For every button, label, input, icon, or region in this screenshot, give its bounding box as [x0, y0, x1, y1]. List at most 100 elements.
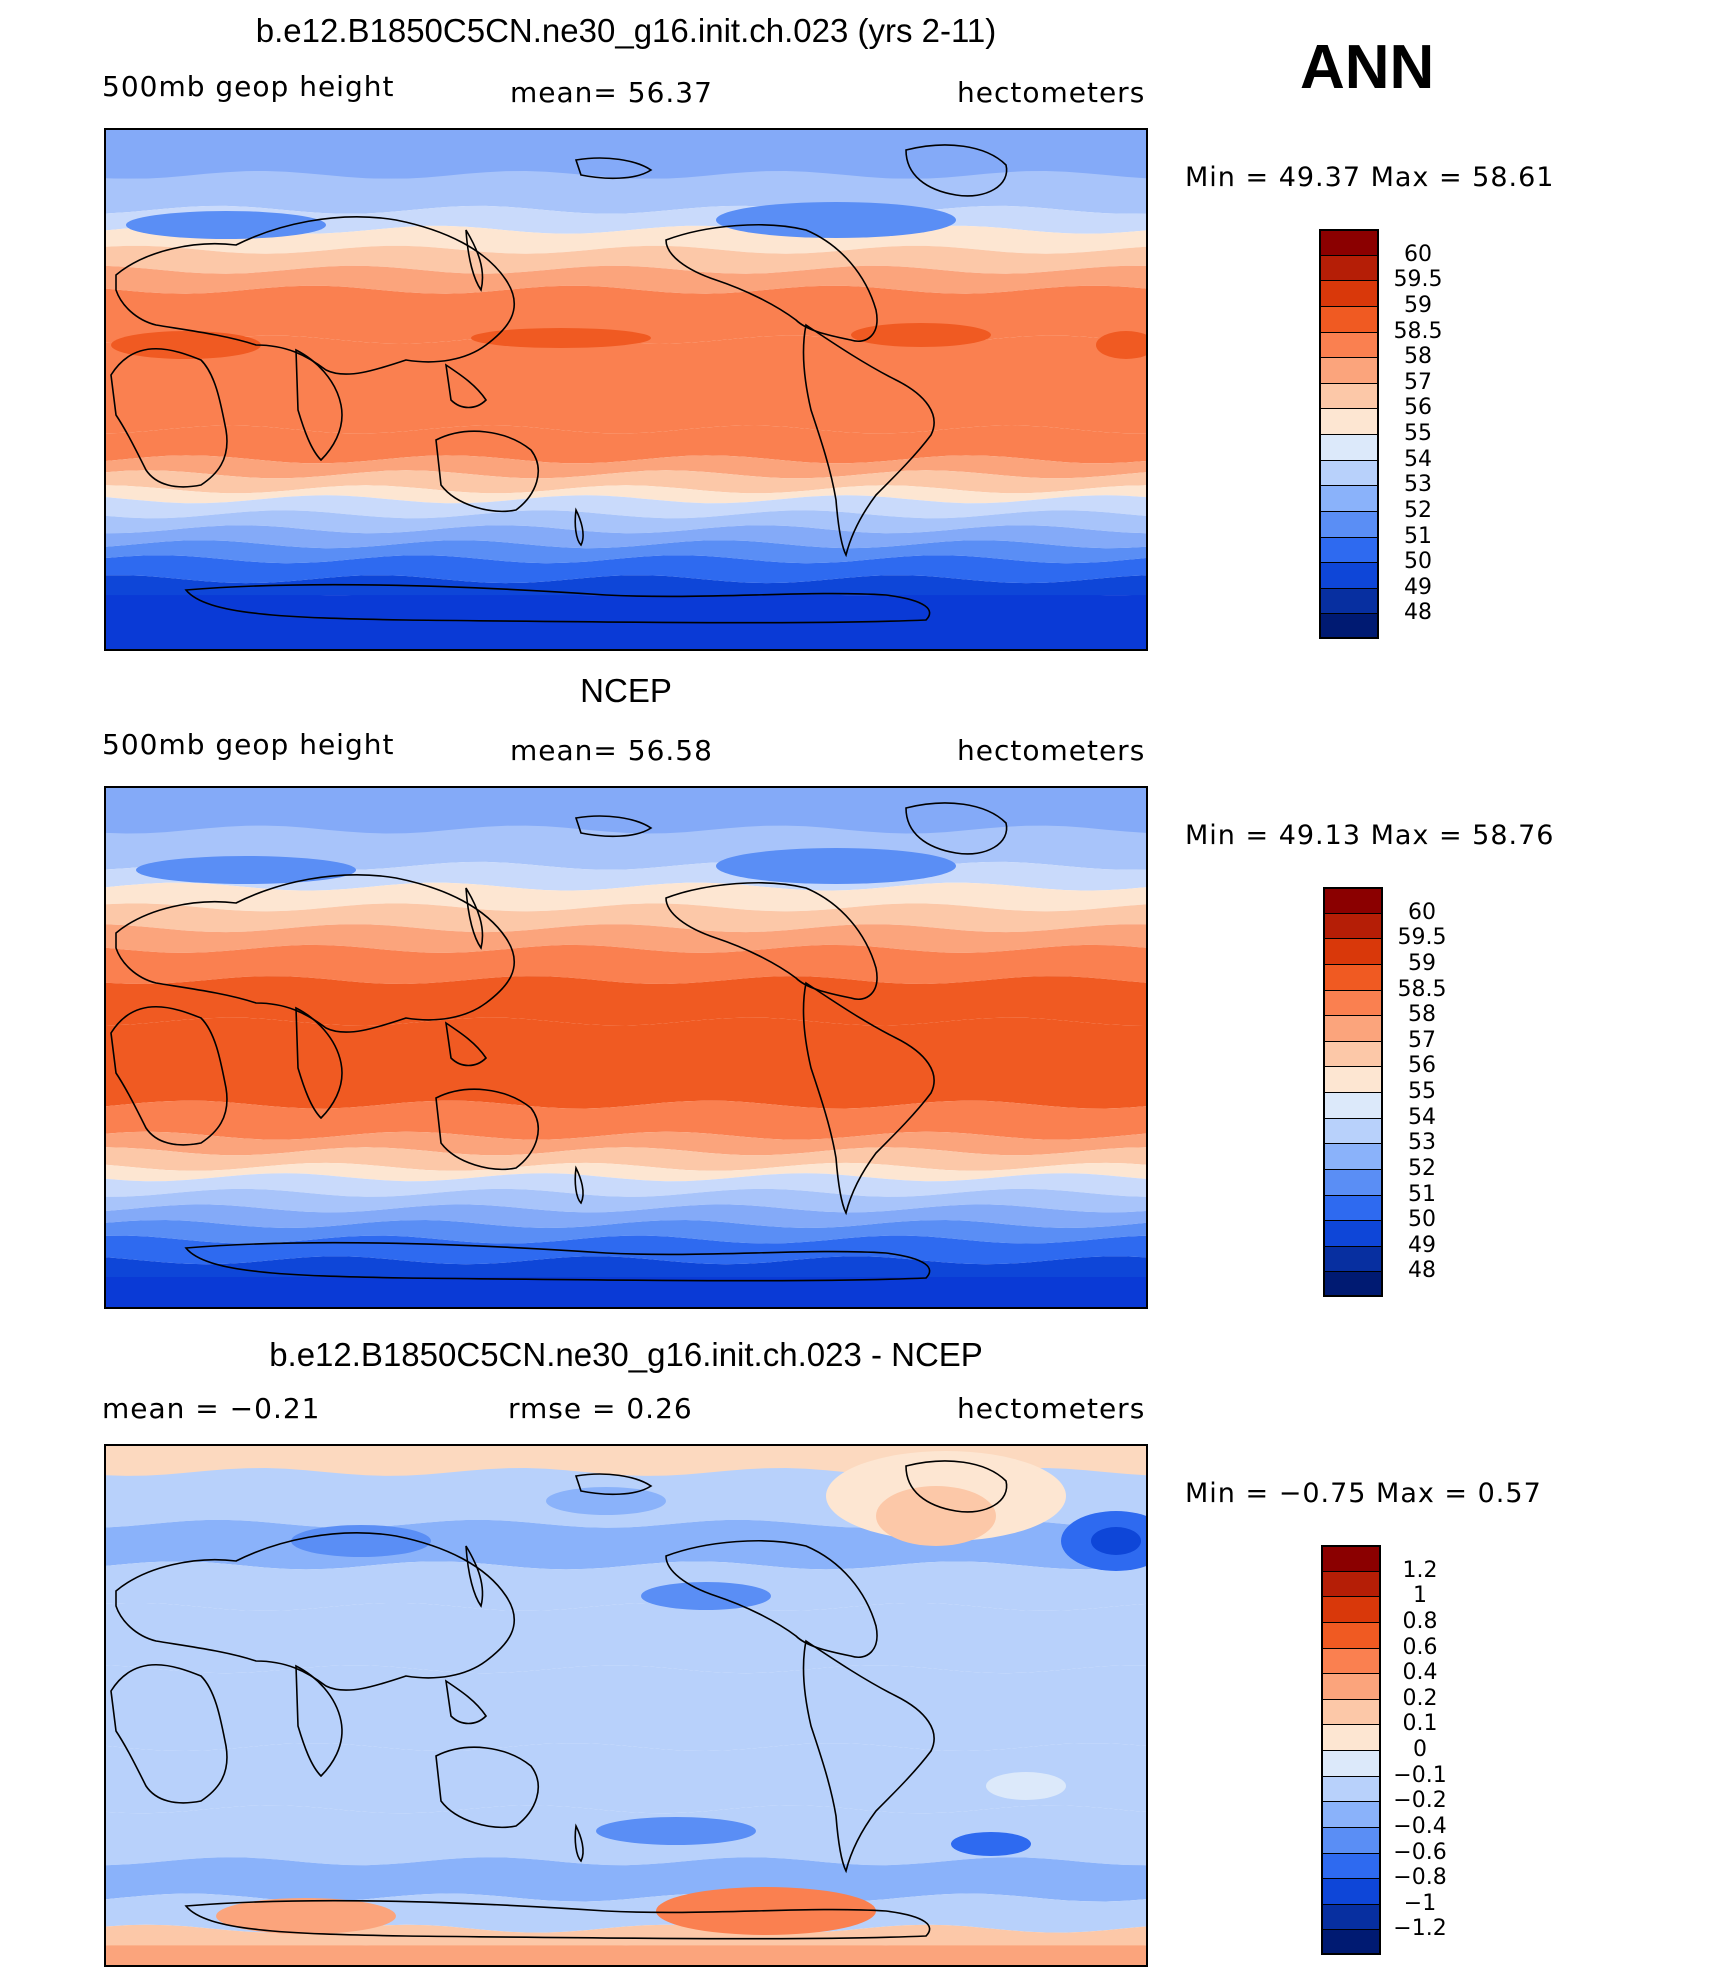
colorbar-segment: [1319, 510, 1379, 537]
panel-3-map: [104, 1444, 1148, 1967]
contour-band: [106, 1665, 1146, 1751]
contour-band: [106, 510, 1146, 534]
contour-band: [106, 861, 1146, 891]
coastline: [574, 1823, 584, 1863]
contour-band: [106, 540, 1146, 564]
colorbar-tick-label: 57: [1404, 369, 1432, 395]
colorbar-segment: [1319, 254, 1379, 281]
coastline: [574, 1165, 584, 1205]
colorbar-segment: [1321, 1698, 1381, 1725]
contour-band: [106, 495, 1146, 519]
coastline: [574, 815, 653, 838]
contour-band: [106, 1945, 1146, 1965]
contour-band: [106, 1561, 1146, 1611]
panel-2-units-label: hectometers: [957, 734, 1146, 767]
panel-1-colorbar: [1319, 229, 1379, 639]
coastline: [115, 1532, 516, 1691]
colorbar-segment: [1321, 1801, 1381, 1827]
contour-band: [106, 1220, 1146, 1244]
colorbar-segment: [1323, 963, 1383, 990]
panel-1-warm-cores: [111, 202, 1146, 359]
contour-band: [106, 1147, 1146, 1171]
coastline: [444, 363, 488, 409]
colorbar-tick-label: 0.2: [1402, 1685, 1438, 1711]
coastline: [574, 507, 584, 547]
panel-3-anomaly-blobs: [216, 1451, 1146, 1935]
colorbar-tick-label: 56: [1408, 1053, 1436, 1079]
panel-3-colorbar: [1321, 1545, 1381, 1955]
contour-band: [106, 1162, 1146, 1182]
coastline: [435, 1746, 540, 1829]
contour-band: [106, 1743, 1146, 1814]
coastline: [802, 323, 935, 558]
colorbar-tick-label: 59: [1404, 292, 1432, 318]
contour-band: [106, 575, 1146, 604]
panel-2-map: [104, 786, 1148, 1309]
contour-band: [106, 882, 1146, 912]
coastline: [802, 1639, 935, 1874]
coastline: [444, 1679, 488, 1725]
colorbar-segment: [1323, 1271, 1383, 1297]
colorbar-tick-label: −0.8: [1393, 1865, 1447, 1891]
panel-1-units-label: hectometers: [957, 76, 1146, 109]
colorbar-tick-label: 0: [1413, 1737, 1427, 1762]
colorbar-tick-label: 51: [1408, 1181, 1436, 1207]
colorbar-tick-label: 54: [1404, 446, 1432, 472]
colorbar-tick-label: −1: [1403, 1890, 1437, 1916]
panel-3-coastlines: [110, 1460, 1008, 1940]
colorbar-segment: [1319, 331, 1379, 358]
panel-1-variable-label: 500mb geop height: [102, 70, 395, 103]
panel-1-minmax: Min = 49.37 Max = 58.61: [1185, 162, 1555, 193]
contour-band: [106, 1173, 1146, 1197]
colorbar-segment: [1323, 1245, 1383, 1272]
contour-band: [106, 455, 1146, 479]
colorbar-tick-label: 52: [1408, 1155, 1436, 1181]
coastline: [435, 430, 540, 513]
coastline: [184, 1899, 931, 1940]
coastline: [465, 887, 484, 950]
contour-band: [106, 485, 1146, 504]
panel-2-contour-bands: [106, 788, 1146, 1307]
contour-band: [106, 245, 1146, 274]
colorbar-tick-label: 60: [1404, 241, 1432, 267]
panel-2-map-svg: [106, 788, 1146, 1307]
panel-1-mean-label: mean= 56.37: [510, 76, 713, 109]
colorbar-tick-label: 0.8: [1402, 1608, 1438, 1634]
colorbar-segment: [1323, 1220, 1383, 1246]
panel-3-units-label: hectometers: [957, 1392, 1146, 1425]
coastline: [665, 882, 878, 1000]
contour-band: [106, 425, 1146, 464]
colorbar-segment: [1321, 1878, 1381, 1904]
coastline: [444, 1021, 488, 1067]
panel-1-colorbar-frame: [1319, 229, 1379, 639]
colorbar-segment: [1323, 989, 1383, 1016]
colorbar-tick-label: 54: [1408, 1104, 1436, 1130]
colorbar-tick-label: 55: [1404, 421, 1432, 446]
colorbar-tick-label: −1.2: [1393, 1916, 1447, 1942]
coastline: [465, 229, 484, 292]
panel-2-minmax: Min = 49.13 Max = 58.76: [1185, 820, 1555, 851]
contour-band: [106, 1603, 1146, 1674]
colorbar-segment: [1319, 459, 1379, 486]
panel-1-coastlines: [110, 144, 1008, 624]
contour-band: [106, 470, 1146, 494]
colorbar-tick-label: 1.2: [1402, 1557, 1438, 1583]
colorbar-tick-label: −0.6: [1393, 1839, 1447, 1865]
colorbar-tick-label: 55: [1408, 1079, 1436, 1104]
colorbar-segment: [1319, 357, 1379, 383]
panel-1-map-svg: [106, 130, 1146, 649]
coastline: [435, 1088, 540, 1171]
colorbar-segment: [1321, 1750, 1381, 1776]
colorbar-tick-label: 0.1: [1402, 1711, 1438, 1737]
colorbar-tick-label: −0.1: [1393, 1762, 1447, 1788]
contour-band: [106, 1188, 1146, 1213]
panel-2-mean-label: mean= 56.58: [510, 734, 713, 767]
coastline: [184, 1241, 931, 1282]
coastline: [115, 874, 516, 1033]
colorbar-tick-label: 50: [1404, 549, 1432, 575]
colorbar-tick-label: 52: [1404, 497, 1432, 523]
coastline: [574, 157, 653, 180]
colorbar-tick-label: 59: [1408, 950, 1436, 976]
coastline: [574, 1473, 653, 1496]
colorbar-tick-label: 0.6: [1402, 1634, 1438, 1660]
